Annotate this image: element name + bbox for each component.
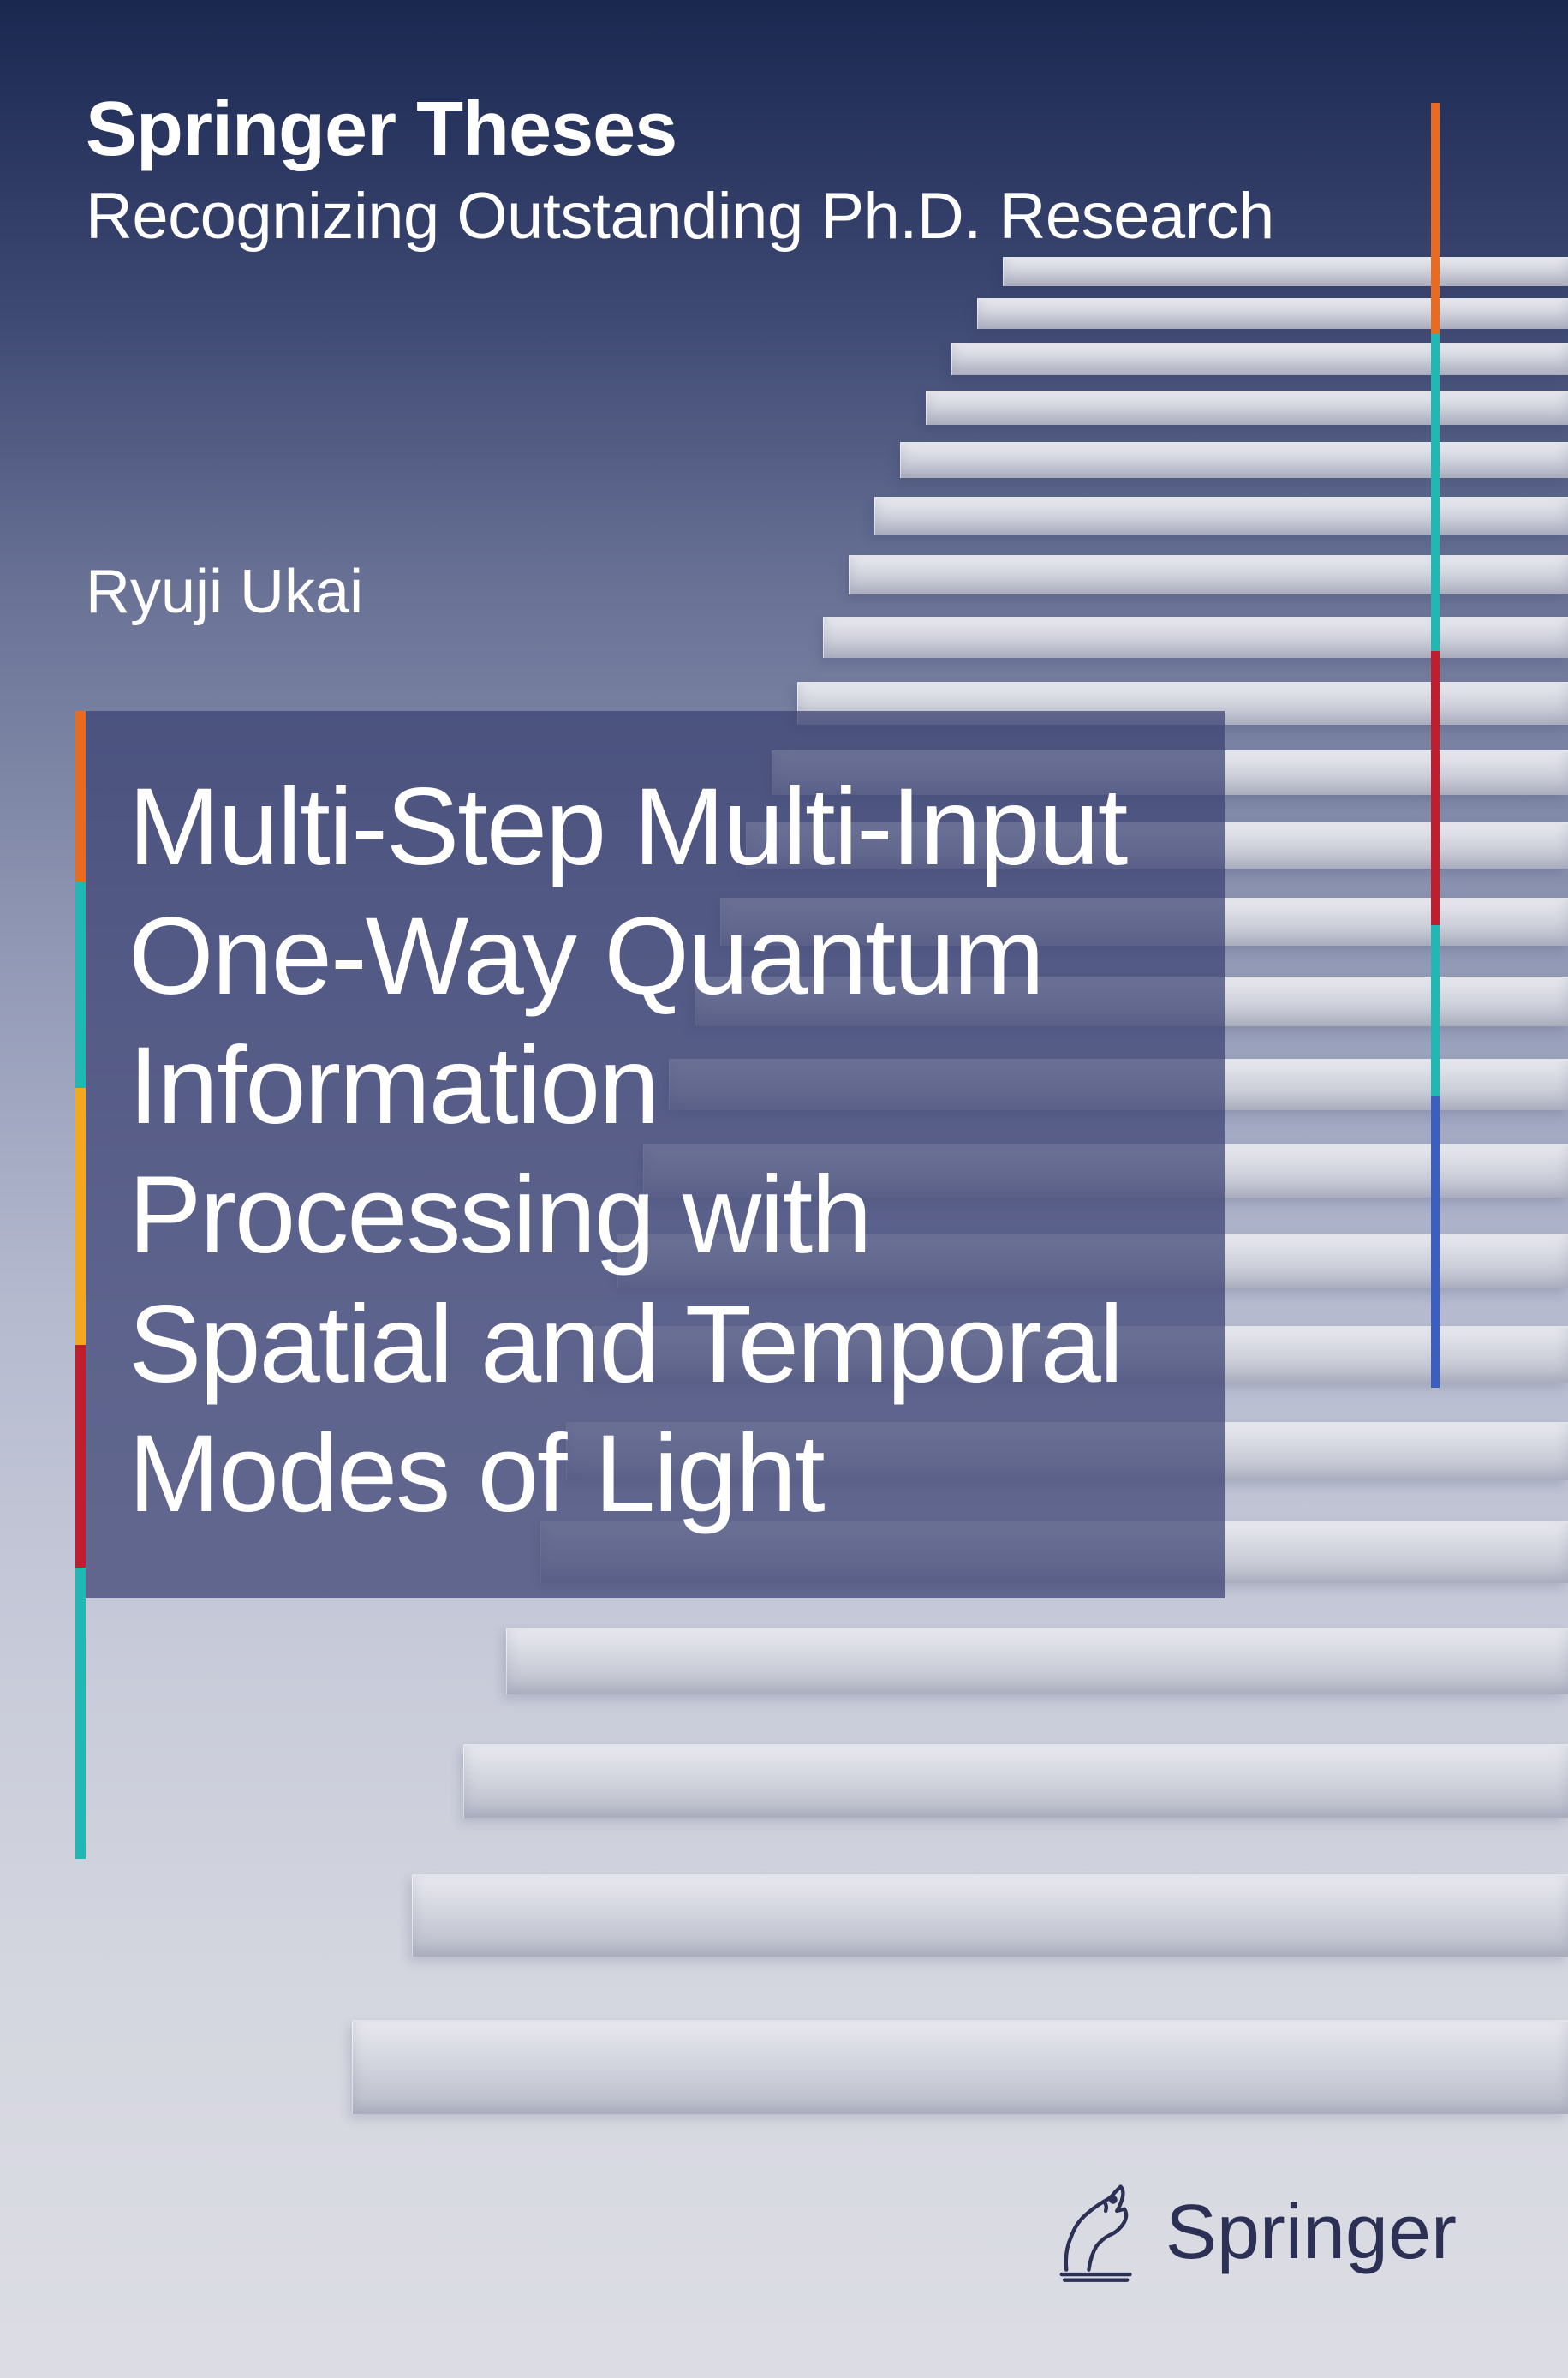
title-panel: Multi-Step Multi-Input One-Way Quantum I…	[86, 711, 1225, 1598]
step	[412, 1874, 1568, 1957]
step	[951, 343, 1568, 375]
step	[900, 442, 1568, 478]
stripe-segment	[1431, 651, 1440, 925]
stripe-segment	[1431, 334, 1440, 651]
stripe-segment	[75, 882, 86, 1088]
series-tagline: Recognizing Outstanding Ph.D. Research	[86, 179, 1274, 254]
book-title: Multi-Step Multi-Input One-Way Quantum I…	[128, 762, 1173, 1539]
stripe-segment	[1431, 1096, 1440, 1388]
stripe-segment	[75, 1088, 86, 1345]
step	[926, 391, 1568, 425]
publisher-name: Springer	[1166, 2189, 1457, 2277]
step	[1003, 257, 1568, 286]
stripe-segment	[75, 711, 86, 882]
step	[849, 555, 1568, 594]
stripe-segment	[75, 1568, 86, 1859]
step	[874, 497, 1568, 535]
step	[977, 298, 1568, 329]
springer-horse-icon	[1047, 2181, 1142, 2284]
stripe-segment	[1431, 103, 1440, 334]
color-stripe-right	[1431, 103, 1440, 1388]
color-stripe-left	[75, 711, 86, 1859]
step	[823, 617, 1568, 658]
step	[352, 2020, 1568, 2114]
step	[463, 1744, 1568, 1818]
step	[506, 1628, 1568, 1694]
stripe-segment	[1431, 925, 1440, 1096]
publisher-block: Springer	[1047, 2181, 1457, 2284]
series-name: Springer Theses	[86, 86, 1274, 174]
author-name: Ryuji Ukai	[86, 557, 363, 627]
series-block: Springer Theses Recognizing Outstanding …	[86, 86, 1274, 254]
stripe-segment	[75, 1345, 86, 1568]
